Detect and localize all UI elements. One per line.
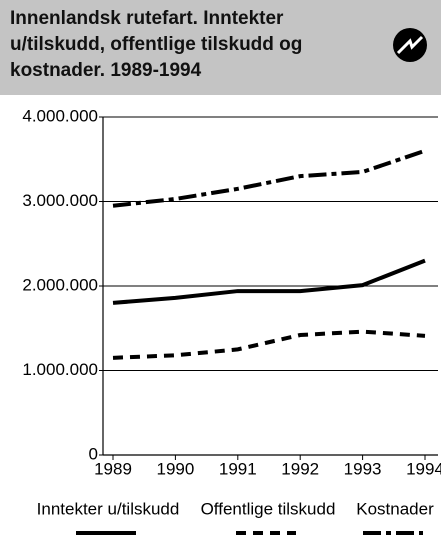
x-tick-label: 1992 [281,459,319,478]
x-tick-label: 1991 [219,459,257,478]
y-tick-label: 2.000.000 [22,275,98,294]
x-tick-label: 1990 [156,459,194,478]
logo [393,28,427,62]
x-tick-label: 1993 [344,459,382,478]
x-tick-label: 1989 [94,459,132,478]
title-box: Innenlandsk rutefart. Inntekter u/tilsku… [0,0,441,95]
y-tick-label: 0 [89,444,98,463]
chart-title: Innenlandsk rutefart. Inntekter u/tilsku… [10,8,303,81]
x-tick-label: 1994 [406,459,441,478]
y-tick-label: 4.000.000 [22,106,98,125]
series-line [112,329,426,360]
y-tick-label: 1.000.000 [22,360,98,379]
series-line [112,258,426,305]
legend-label: Kostnader [356,499,434,518]
legend-label: Offentlige tilskudd [201,499,336,518]
legend-label: Inntekter u/tilskudd [37,499,180,518]
series-line [112,148,426,208]
y-tick-label: 3.000.000 [22,191,98,210]
